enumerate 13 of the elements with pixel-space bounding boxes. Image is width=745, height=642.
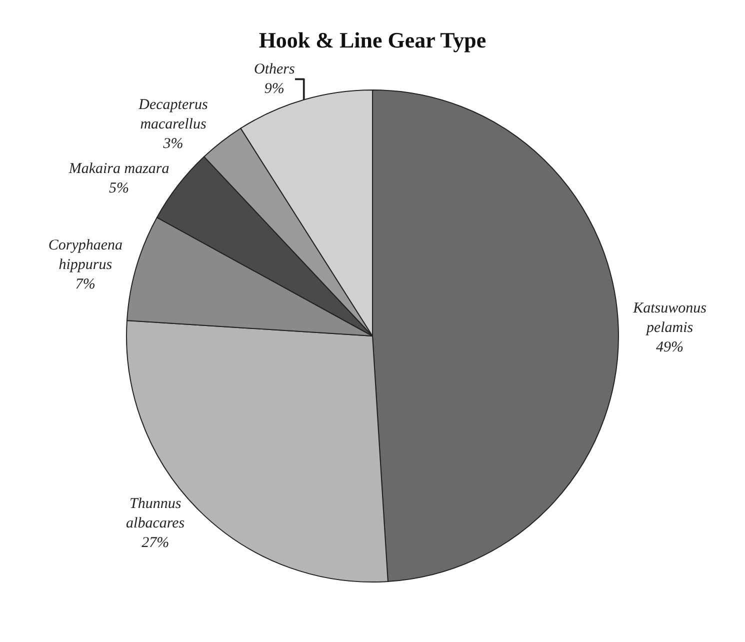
data-label: 27% [142, 535, 170, 552]
data-label: 7% [75, 276, 96, 293]
chart-title: Hook & Line Gear Type [258, 28, 486, 52]
slice-label: Coryphaena hippurus [48, 238, 123, 274]
data-label: 9% [264, 80, 284, 97]
data-label: 49% [656, 340, 684, 356]
slice-label: Makaira mazara [68, 160, 170, 177]
data-label: 5% [109, 180, 130, 196]
data-label: 3% [162, 136, 184, 152]
slice-label: Katsuwonus pelamis [632, 300, 707, 336]
slice-label: Thunnus albacares [126, 496, 185, 532]
slice-label: Others [254, 61, 295, 78]
slice-label: Decapterus macarellus [138, 96, 208, 132]
